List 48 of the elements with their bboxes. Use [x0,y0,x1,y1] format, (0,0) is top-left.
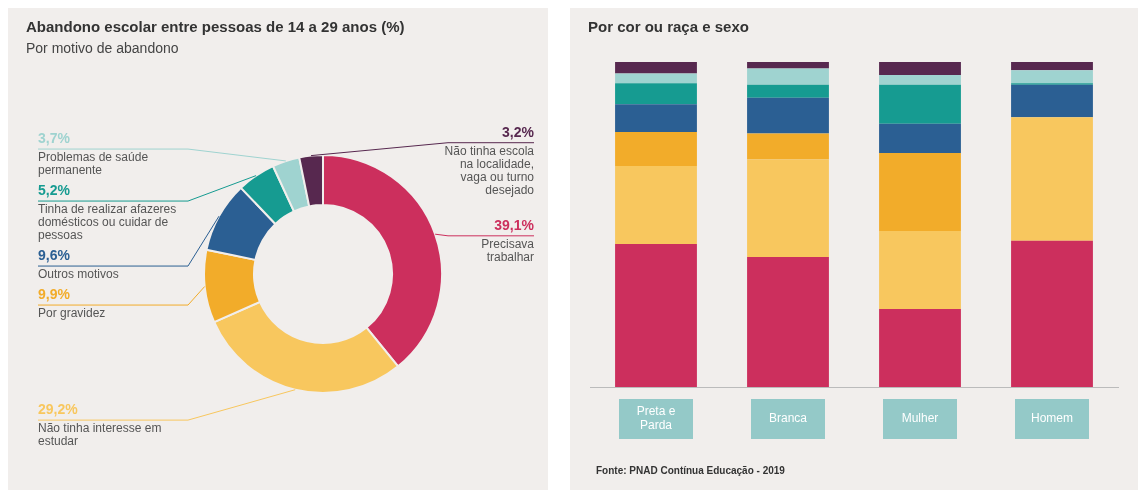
slice-label: Precisava trabalhar [481,237,535,265]
source-note: Fonte: PNAD Contínua Educação - 2019 [596,464,786,476]
chart-title: Abandono escolar entre pessoas de 14 a 29 anos (%) [25,17,406,37]
bar [747,97,829,134]
data-label: 9,6% [38,246,71,263]
data-label: 29,2% [38,400,79,417]
bar [615,73,697,84]
x-tick-label: Preta e Parda [636,404,676,433]
bar [615,244,697,387]
bar [1011,240,1093,387]
data-label: 5,2% [38,181,71,198]
bar [1011,70,1093,84]
bar [615,62,697,74]
bar [615,83,697,105]
bar [747,133,829,160]
bar [879,62,961,75]
data-label: 3,7% [38,129,71,146]
x-tick-label: Branca [768,411,808,426]
bar [879,123,961,153]
bar [1011,62,1093,71]
bar [1011,117,1093,241]
chart-title: Por cor ou raça e sexo [587,17,750,37]
data-label: 3,2% [502,123,535,140]
bar [879,309,961,387]
x-tick-label: Homem [1030,411,1074,426]
slice-label: Não tinha interesse em estudar [38,421,162,449]
chart-subtitle: Por motivo de abandono [25,39,180,58]
bar [879,75,961,85]
bar [747,84,829,98]
bar [1011,84,1093,118]
bar [747,68,829,85]
slice-label: Tinha de realizar afazeres domésticos ou cuidar de pessoas [38,202,177,243]
bar [615,131,697,166]
bar [747,62,829,69]
slice-label: Outros motivos [38,267,119,282]
slice-label: Por gravidez [38,306,106,321]
data-label: 9,9% [38,285,71,302]
bar [747,159,829,257]
bar [879,231,961,309]
bar [615,166,697,244]
x-tick-label: Mulher [901,411,939,426]
bar [879,84,961,124]
slice-label: Problemas de saúde permanente [38,150,149,178]
bar [747,257,829,387]
slice-label: Não tinha escola na localidade, vaga ou turno desejado [444,144,535,198]
data-label: 39,1% [494,216,535,233]
bar [615,104,697,132]
bar [879,153,961,231]
